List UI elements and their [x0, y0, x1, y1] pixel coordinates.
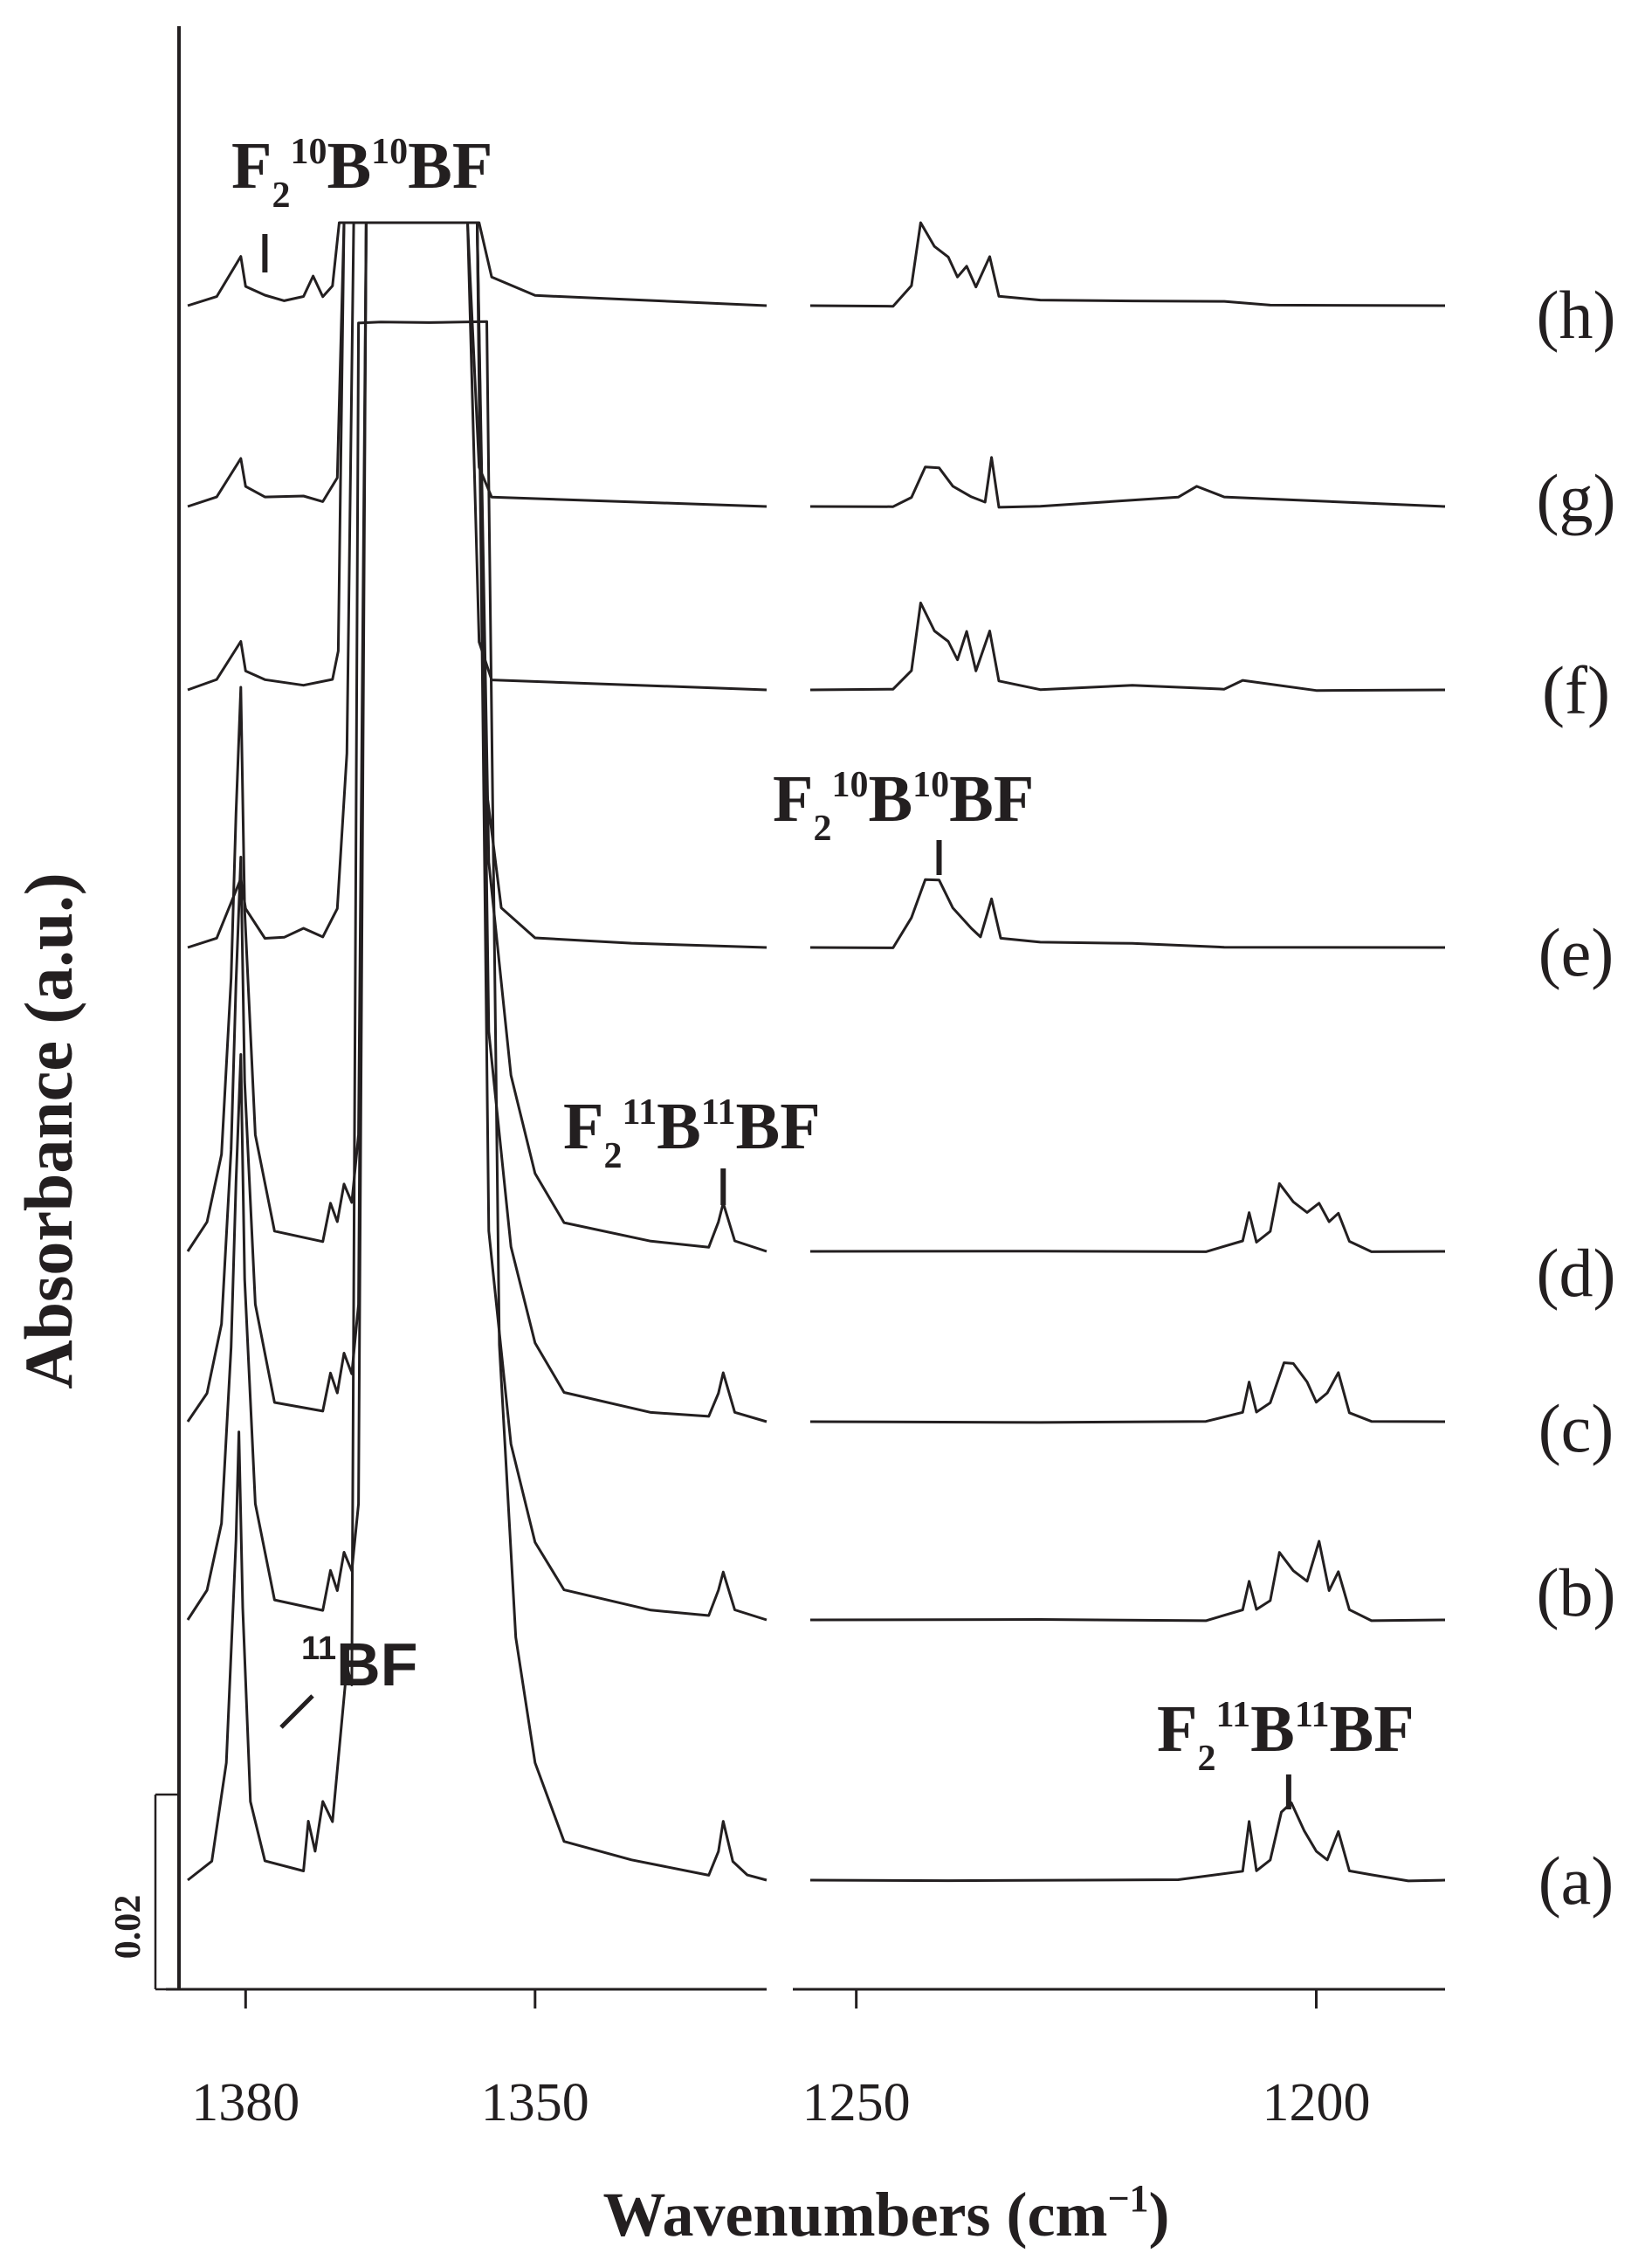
annotation-label-3: F211B11BF: [563, 1090, 821, 1176]
trace-c-left: [186, 221, 767, 1423]
series-label-e: (e): [1538, 914, 1614, 990]
annotation-leader-11bf: [279, 1694, 314, 1729]
trace-e-right: [809, 878, 1446, 949]
x-tick-label-1380: 1380: [191, 2073, 299, 2133]
trace-e-left: [187, 221, 767, 949]
spectra-traces: [186, 221, 1446, 1883]
series-label-f: (f): [1542, 652, 1610, 728]
axes: [154, 26, 1445, 2009]
trace-b-left: [186, 221, 767, 1622]
annotation-label-2: F210B10BF: [773, 762, 1034, 849]
scale-bar-label: 0.02: [108, 1895, 148, 1960]
trace-b-right: [809, 1540, 1446, 1623]
trace-f-right: [809, 601, 1446, 692]
trace-d-right: [809, 1182, 1446, 1253]
trace-h-right: [809, 221, 1446, 308]
y-axis-label: Absorbance (a.u.): [10, 872, 86, 1389]
annotation-label-4: F211B11BF: [1157, 1692, 1415, 1779]
x-tick-label-1200: 1200: [1262, 2073, 1370, 2133]
x-tick-label-1250: 1250: [802, 2073, 911, 2133]
series-label-c: (c): [1538, 1390, 1614, 1466]
series-label-a: (a): [1538, 1843, 1614, 1919]
trace-g-right: [809, 456, 1446, 509]
x-axis-label: Wavenumbers (cm−1): [603, 2177, 1170, 2250]
annotation-label-1: F210B10BF: [231, 129, 492, 216]
trace-g-left: [187, 221, 767, 508]
series-label-d: (d): [1537, 1235, 1616, 1311]
trace-a-right: [809, 1802, 1446, 1883]
annotation-label-11bf: 11BF: [301, 1630, 417, 1698]
trace-a-left: [187, 320, 767, 1882]
x-tick-label-1350: 1350: [481, 2073, 589, 2133]
trace-c-right: [809, 1361, 1446, 1424]
series-label-b: (b): [1537, 1554, 1616, 1630]
trace-d-left: [186, 221, 767, 1253]
trace-h-left: [187, 221, 767, 307]
series-label-h: (h): [1537, 277, 1616, 353]
labels: 1380 1350 1250 1200 0.02 Absorbance (a.u.) Wav…: [10, 129, 1615, 2250]
trace-f-left: [187, 221, 767, 692]
series-label-g: (g): [1537, 460, 1616, 536]
